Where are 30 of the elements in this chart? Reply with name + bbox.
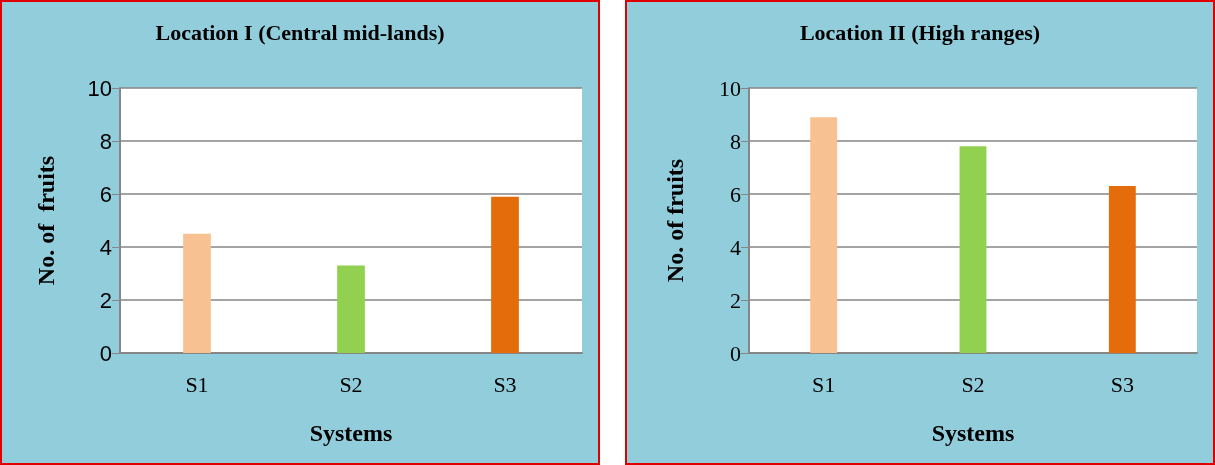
- bar: [1108, 186, 1136, 353]
- bar: [810, 117, 838, 353]
- chart-title: Location II (High ranges): [799, 19, 1041, 45]
- x-tick-label: S1: [185, 371, 209, 397]
- y-tick-label: 6: [730, 181, 741, 207]
- bar: [337, 265, 365, 353]
- y-tick-label: 0: [730, 340, 741, 366]
- bar: [491, 196, 519, 353]
- x-axis-title: Systems: [309, 420, 393, 446]
- y-tick-label: 4: [99, 234, 112, 260]
- x-tick-label: S3: [1110, 371, 1134, 397]
- y-tick-label: 8: [730, 128, 741, 154]
- y-tick-label: 2: [730, 287, 741, 313]
- x-axis-title: Systems: [931, 420, 1015, 446]
- bar: [183, 233, 211, 353]
- y-tick-label: 10: [719, 75, 741, 101]
- y-tick-label: 10: [87, 75, 112, 101]
- y-tick-label: 8: [99, 128, 112, 154]
- y-tick-label: 4: [730, 234, 741, 260]
- y-axis-title: No. of fruits: [33, 155, 59, 286]
- y-tick-label: 2: [99, 287, 112, 313]
- y-tick-label: 0: [99, 340, 112, 366]
- y-axis-title: No. of fruits: [662, 158, 688, 283]
- x-tick-label: S3: [493, 371, 517, 397]
- x-tick-label: S2: [339, 371, 363, 397]
- chart-title: Location I (Central mid-lands): [155, 19, 445, 45]
- y-tick-label: 6: [99, 181, 112, 207]
- x-tick-label: S1: [812, 371, 836, 397]
- bar: [959, 146, 987, 353]
- x-tick-label: S2: [961, 371, 985, 397]
